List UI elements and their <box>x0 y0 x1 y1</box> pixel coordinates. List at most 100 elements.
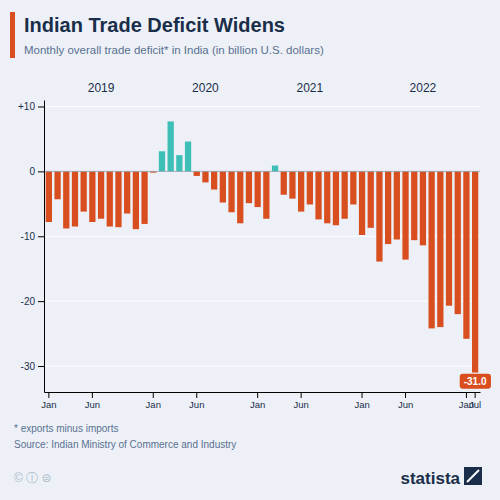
y-tick-label: -30 <box>21 361 36 372</box>
bar <box>350 171 356 204</box>
year-label: 2019 <box>88 81 115 95</box>
grid <box>44 106 480 366</box>
x-tick: Jan <box>250 392 265 410</box>
license: © Ⓘ ⊜ <box>14 471 52 485</box>
baseline <box>44 171 480 172</box>
y-tick-line <box>38 366 44 367</box>
y-tick: -20 <box>21 296 44 307</box>
y-tick-line <box>38 236 44 237</box>
x-tick: Jul <box>469 392 481 410</box>
x-tick-line <box>301 392 302 398</box>
bar <box>385 171 391 244</box>
y-axis-line <box>44 101 45 393</box>
y-tick-label: -10 <box>21 231 36 242</box>
bar <box>168 121 174 171</box>
bar <box>342 171 348 218</box>
bar <box>228 171 234 212</box>
title: Indian Trade Deficit Widens <box>24 14 285 36</box>
plot-area <box>44 121 480 372</box>
bar <box>402 171 408 259</box>
footnote: * exports minus imports <box>14 423 118 434</box>
subtitle: Monthly overall trade deficit* in India … <box>24 44 324 56</box>
x-tick: Jun <box>398 392 413 410</box>
y-tick-line <box>38 171 44 172</box>
x-tick: Jun <box>293 392 308 410</box>
accent-bar <box>10 12 15 58</box>
y-axis: +100-10-20-30 <box>18 101 44 393</box>
bar <box>298 171 304 211</box>
x-tick: Jan <box>41 392 56 410</box>
x-axis-line <box>45 392 481 393</box>
y-tick-label: -20 <box>21 296 36 307</box>
bar <box>455 171 461 314</box>
grid-line <box>44 171 480 172</box>
bar <box>185 142 191 172</box>
bar <box>420 171 426 245</box>
bar <box>63 171 69 228</box>
bar <box>246 171 252 203</box>
bar <box>333 171 339 225</box>
y-tick: 0 <box>29 166 44 177</box>
y-tick-line <box>38 106 44 107</box>
logo-slash <box>467 470 479 482</box>
year-label: 2020 <box>192 81 219 95</box>
bar <box>141 171 147 224</box>
x-tick-label: Jan <box>354 399 369 410</box>
x-tick-label: Jan <box>146 399 161 410</box>
year-label: 2021 <box>296 81 323 95</box>
bar <box>368 171 374 227</box>
x-tick-line <box>257 392 258 398</box>
x-tick-label: Jan <box>250 399 265 410</box>
annotations: 2019202020212022-31.0 <box>88 81 491 389</box>
logo-square <box>464 467 482 485</box>
bar <box>133 171 139 229</box>
source: Source: Indian Ministry of Commerce and … <box>14 439 236 450</box>
bar <box>72 171 78 226</box>
bar <box>107 171 113 226</box>
bar <box>429 171 435 328</box>
x-tick-line <box>362 392 363 398</box>
y-tick-line <box>38 301 44 302</box>
bar <box>411 171 417 240</box>
grid-line <box>44 106 480 107</box>
x-tick-line <box>196 392 197 398</box>
bar <box>237 171 243 223</box>
value-annotation: -31.0 <box>460 374 491 389</box>
y-tick: -30 <box>21 361 44 372</box>
bar <box>446 171 452 305</box>
x-tick-line <box>153 392 154 398</box>
x-tick-label: Jun <box>398 399 413 410</box>
bar <box>159 151 165 171</box>
bar <box>376 171 382 261</box>
x-tick-label: Jul <box>469 399 481 410</box>
bar <box>255 171 261 207</box>
bar <box>211 171 217 189</box>
bar <box>289 171 295 198</box>
background <box>0 0 500 500</box>
annotation-box <box>460 374 491 389</box>
x-tick-line <box>92 392 93 398</box>
bar <box>307 171 313 204</box>
bar <box>324 171 330 223</box>
bar <box>394 171 400 239</box>
bar <box>263 171 269 218</box>
x-tick: Jan <box>354 392 369 410</box>
bar <box>194 171 200 176</box>
grid-line <box>44 366 480 367</box>
bar <box>315 171 321 219</box>
x-tick-label: Jun <box>85 399 100 410</box>
bar <box>98 171 104 218</box>
bar <box>472 171 478 372</box>
x-tick-label: Jun <box>189 399 204 410</box>
bar <box>437 171 443 327</box>
x-tick-line <box>405 392 406 398</box>
logo-wordmark: statista <box>400 469 460 488</box>
annotation-label: -31.0 <box>464 376 487 387</box>
bar <box>115 171 121 227</box>
chart: Indian Trade Deficit Widens Monthly overa… <box>0 0 500 500</box>
grid-line <box>44 301 480 302</box>
bar <box>176 155 182 171</box>
bar <box>359 171 365 235</box>
x-tick-label: Jan <box>41 399 56 410</box>
x-tick-line <box>466 392 467 398</box>
